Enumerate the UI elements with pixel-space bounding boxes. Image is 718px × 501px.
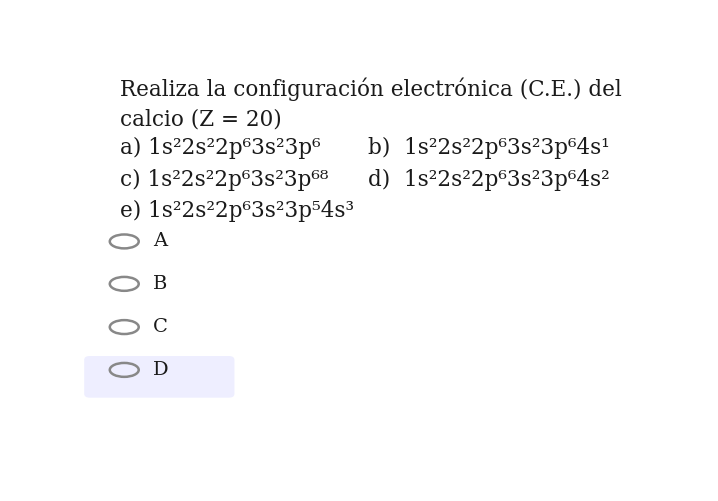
Text: b)  1s²2s²2p⁶3s²3p⁶4s¹: b) 1s²2s²2p⁶3s²3p⁶4s¹ [368, 137, 610, 159]
Text: C: C [153, 318, 168, 336]
Text: Realiza la configuración electrónica (C.E.) del: Realiza la configuración electrónica (C.… [121, 78, 622, 101]
Text: calcio (Z = 20): calcio (Z = 20) [121, 108, 282, 130]
Text: A: A [153, 232, 167, 250]
Text: e) 1s²2s²2p⁶3s²3p⁵4s³: e) 1s²2s²2p⁶3s²3p⁵4s³ [121, 200, 355, 222]
Text: c) 1s²2s²2p⁶3s²3p⁶⁸: c) 1s²2s²2p⁶3s²3p⁶⁸ [121, 169, 329, 191]
Text: D: D [153, 361, 169, 379]
Text: B: B [153, 275, 167, 293]
FancyBboxPatch shape [84, 356, 234, 398]
Text: d)  1s²2s²2p⁶3s²3p⁶4s²: d) 1s²2s²2p⁶3s²3p⁶4s² [368, 169, 610, 191]
Text: a) 1s²2s²2p⁶3s²3p⁶: a) 1s²2s²2p⁶3s²3p⁶ [121, 137, 321, 159]
